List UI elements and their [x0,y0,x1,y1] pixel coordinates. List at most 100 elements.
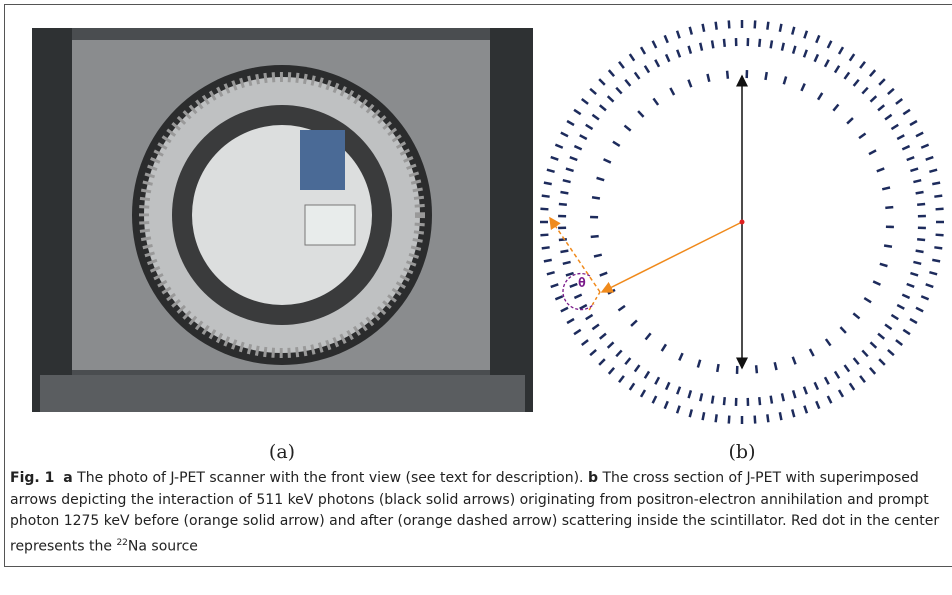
scintillator-strip [585,123,594,131]
scintillator-strip [603,158,612,164]
scintillator-strip [579,303,588,310]
scintillator-strip [816,92,824,101]
scintillator-strip [852,357,860,366]
scintillator-strip [868,69,877,77]
scattered-photon-arrow [549,216,601,293]
scintillator-strip [566,119,575,127]
scintillator-strip [929,168,938,173]
scintillator-strip [808,348,815,357]
scintillator-strip [591,196,601,200]
scintillator-strip [727,415,731,424]
scintillator-strip [565,167,574,173]
prompt-photon-arrow [600,221,743,293]
scintillator-strip [643,65,651,74]
scintillator-strip [878,358,886,366]
scintillator-strip [591,323,600,331]
scintillator-strip [580,339,589,346]
scintillator-strip [778,412,783,421]
scintillator-strip [589,348,597,357]
scintillator-strip [558,202,567,206]
scintillator-strip [859,60,866,69]
scintillator-strip [706,73,711,83]
scintillator-strip [580,98,589,105]
scintillator-strip [554,143,564,149]
scintillator-strip [699,393,704,402]
scintillator-strip [573,144,583,151]
scintillator-strip [824,338,832,347]
scintillator-strip [675,30,681,39]
scintillator-strip [541,246,550,250]
scintillator-strip [664,381,671,391]
scintillator-strip [550,155,559,161]
scintillator-strip [573,328,582,336]
scintillator-strip [633,71,641,80]
scintillator-strip [910,167,919,173]
caption: Fig. 1 a The photo of J-PET scanner with… [10,468,945,558]
scintillator-strip [606,341,615,349]
scintillator-strip [591,113,600,121]
scintillator-strip [791,390,797,399]
cross-section-diagram: θ [540,20,944,424]
figure: θ (a) (b) [32,20,944,463]
scintillator-strip [651,395,658,404]
scintillator-strip [687,45,693,54]
scintillator-strip [701,23,706,32]
scintillator-strip [560,249,569,254]
scintillator-strip [780,42,785,51]
scintillator-strip [714,414,718,423]
scintillator-strip [929,271,938,276]
scintillator-strip [915,131,924,138]
scintillator-strip [920,143,930,149]
scintillator-strip [579,134,588,141]
scintillator-strip [546,168,555,173]
angle-label: θ [578,276,586,291]
scintillator-strip [782,76,788,85]
scintillator-strip [722,397,726,406]
scintillator-strip [895,339,904,346]
scintillator-strip [727,20,731,29]
scintillator-strip [558,238,567,242]
scintillator-strip [877,104,886,112]
panel-label: (b) [729,441,756,463]
scintillator-strip [687,390,693,399]
scintillator-strip [612,140,621,148]
scintillator-strip [902,108,911,116]
scintillator-strip [879,262,888,268]
scintillator-strip [934,246,943,250]
panel-label: (a) [269,441,295,463]
scintillator-strip [852,312,861,320]
scintillator-strip [699,42,704,51]
scintillator-strip [791,45,797,54]
scintillator-strip [688,26,693,35]
scintillator-strip [881,186,891,191]
scintillator-strip [554,295,564,301]
scintillator-strip [861,86,869,95]
scintillator-strip [791,26,796,35]
scintillator-strip [754,365,759,374]
scintillator-strip [843,364,851,373]
scintillator-strip [663,400,669,410]
scintillator-strip [540,207,549,211]
scintillator-strip [846,117,854,125]
scintillator-strip [800,83,806,92]
scintillator-strip [902,328,911,336]
scintillator-strip [890,313,899,321]
part-key: a [63,470,73,486]
scintillator-strip [569,156,578,162]
scintillator-strip [550,283,559,289]
scintillator-strip [910,271,919,277]
scintillator-strip [932,181,941,186]
scintillator-strip [565,271,574,277]
scintillator-strip [676,49,682,58]
scintillator-strip [925,155,934,161]
scintillator-strip [896,134,905,141]
scintillator-strip [872,280,881,286]
scintillator-strip [869,341,878,349]
scintillator-strip [869,95,878,103]
scintillator-strip [803,405,809,414]
scintillator-strip [701,412,706,421]
scintillator-strip [618,60,625,69]
scintillator-strip [848,382,856,391]
scintillator-strip [639,389,647,398]
scintillator-strip [615,86,623,95]
